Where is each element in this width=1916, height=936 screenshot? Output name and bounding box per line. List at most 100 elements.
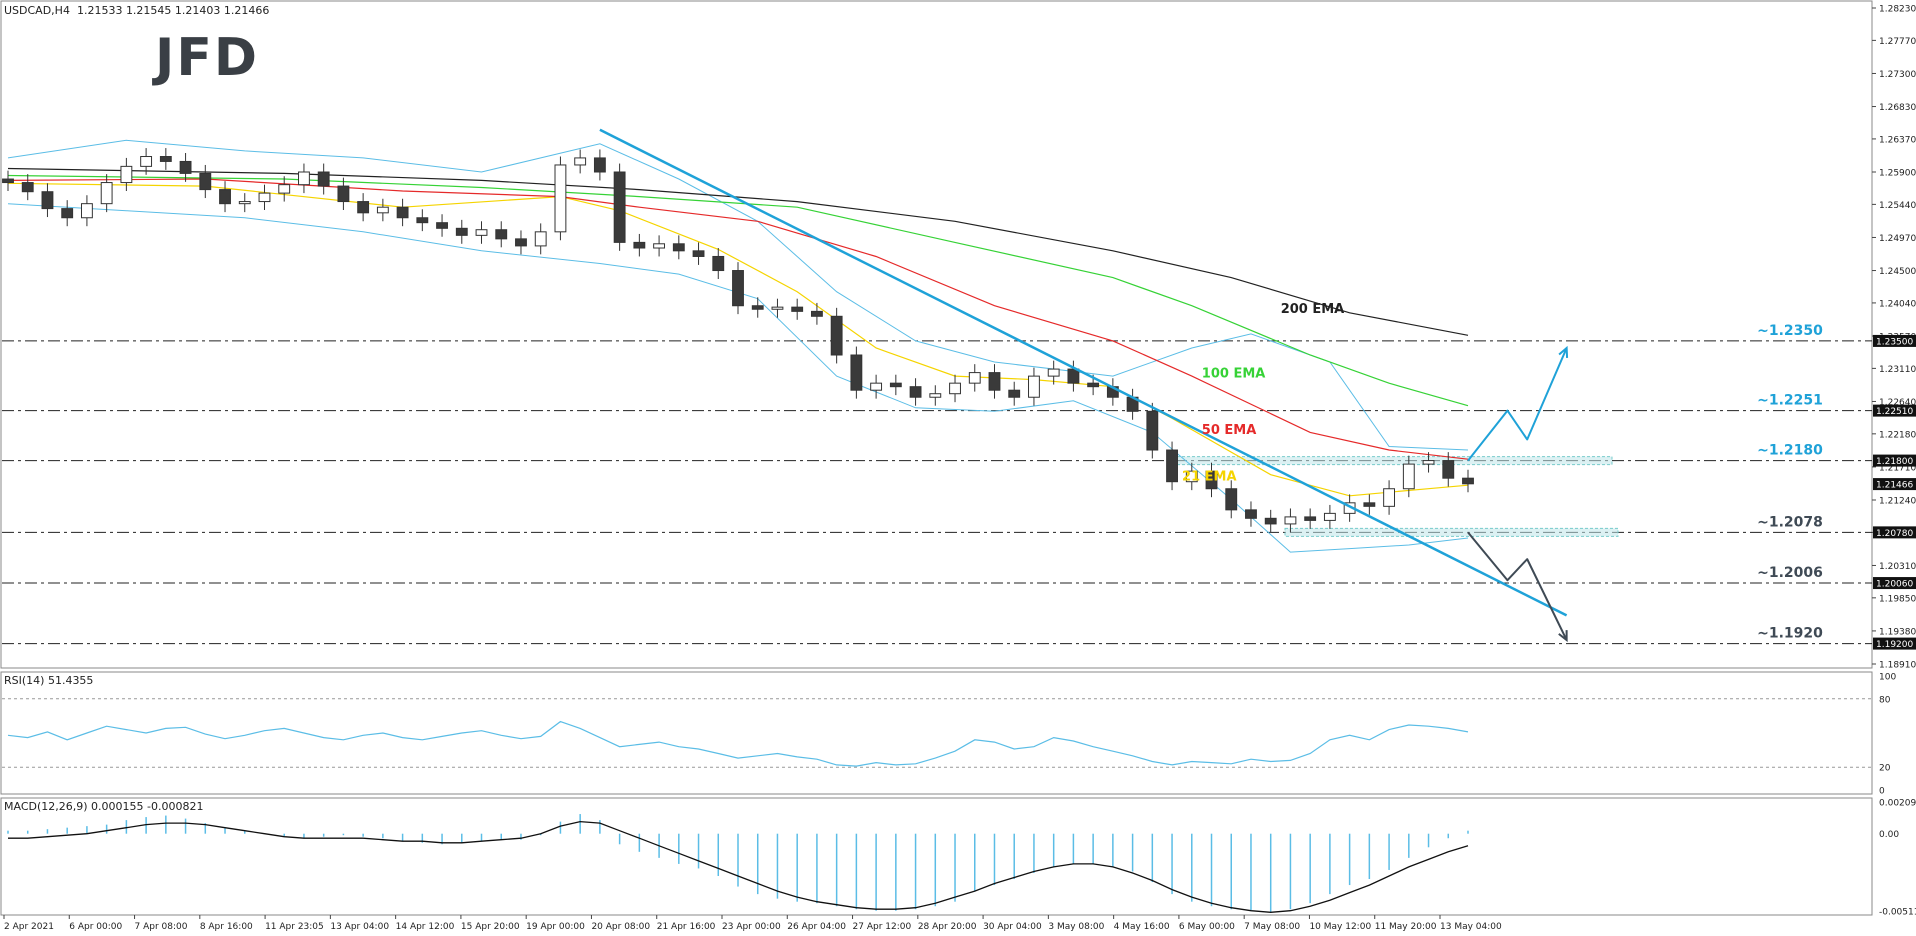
level-label: ~1.2180 — [1757, 443, 1823, 459]
rsi-label: RSI(14) 51.4355 — [4, 674, 94, 687]
ohlc-values: 1.21533 1.21545 1.21403 1.21466 — [76, 4, 270, 17]
x-tick-label: 26 Apr 04:00 — [787, 922, 846, 932]
rsi-line — [7, 720, 1469, 767]
x-tick-label: 13 Apr 04:00 — [330, 922, 389, 932]
price-zone — [1284, 527, 1619, 537]
symbol-header: USDCAD,H4 1.21533 1.21545 1.21403 1.2146… — [4, 4, 269, 17]
y-tick-label: 1.28230 — [1879, 5, 1916, 15]
rsi-pane-frame — [0, 671, 1873, 795]
candle-body — [653, 243, 666, 249]
x-tick-label: 11 Apr 23:05 — [265, 922, 324, 932]
candle-body — [2, 178, 14, 184]
candle-body — [61, 208, 74, 219]
level-label: ~1.2350 — [1757, 323, 1823, 339]
candle-body — [1047, 368, 1060, 377]
candle-body — [179, 160, 192, 174]
ema-line-200 — [7, 167, 1469, 336]
x-tick-label: 19 Apr 00:00 — [526, 922, 585, 932]
candle-body — [357, 201, 370, 214]
candle-body — [1146, 410, 1159, 451]
candle-body — [317, 171, 330, 187]
candle-body — [436, 222, 448, 229]
level-price-tag: 1.20780 — [1876, 529, 1913, 539]
x-tick-label: 30 Apr 04:00 — [983, 922, 1042, 932]
candle-body — [909, 386, 922, 398]
candle-body — [1402, 463, 1415, 490]
x-tick-label: 14 Apr 12:00 — [396, 922, 455, 932]
level-price-tag-bg — [1873, 454, 1916, 467]
x-tick-label: 2 Apr 2021 — [4, 922, 54, 932]
level-price-tag: 1.19200 — [1876, 640, 1913, 650]
x-tick-label: 6 Apr 00:00 — [69, 922, 122, 932]
current-price-tag-bg — [1873, 478, 1916, 491]
ema-label: 21 EMA — [1182, 469, 1237, 484]
level-label: ~1.1920 — [1757, 626, 1823, 642]
candle-body — [1284, 516, 1297, 525]
candle-body — [416, 217, 429, 224]
candle-body — [238, 201, 251, 205]
candle-body — [574, 157, 587, 166]
candle-body — [1087, 382, 1100, 388]
x-tick-label: 27 Apr 12:00 — [853, 922, 912, 932]
x-tick-label: 10 May 12:00 — [1309, 922, 1371, 932]
x-tick-label: 7 Apr 08:00 — [135, 922, 188, 932]
y-tick-label: 1.24040 — [1879, 299, 1916, 309]
x-tick-label: 4 May 16:00 — [1114, 922, 1170, 932]
ema-label: 50 EMA — [1202, 423, 1257, 438]
candle-body — [396, 206, 409, 219]
rsi-tick-label: 0 — [1879, 787, 1885, 797]
candle-body — [21, 182, 34, 193]
candle-body — [1264, 517, 1277, 525]
y-tick-label: 1.22640 — [1879, 398, 1916, 408]
level-price-tag: 1.20060 — [1876, 580, 1913, 590]
candle-body — [258, 192, 271, 203]
y-tick-label: 1.21710 — [1879, 463, 1916, 473]
x-tick-label: 21 Apr 16:00 — [657, 922, 716, 932]
candle-body — [1383, 488, 1396, 507]
symbol-label: USDCAD,H4 — [4, 4, 70, 17]
candle-body — [120, 165, 133, 184]
x-tick-label: 11 May 20:00 — [1375, 922, 1437, 932]
candle-body — [534, 231, 547, 247]
level-price-tag-bg — [1873, 404, 1916, 417]
level-price-tag-bg — [1873, 526, 1916, 539]
candle-body — [949, 382, 961, 395]
candle-body — [100, 182, 113, 205]
candle-body — [1166, 449, 1178, 483]
candle-body — [159, 156, 172, 162]
y-tick-label: 1.27300 — [1879, 70, 1916, 80]
candle-body — [80, 203, 93, 219]
level-label: ~1.2006 — [1757, 565, 1823, 581]
x-tick-label: 28 Apr 20:00 — [918, 922, 977, 932]
scenario-up-arrow-head — [1558, 345, 1569, 358]
candle-body — [1225, 488, 1238, 511]
scenario-down-arrow-head — [1558, 630, 1568, 643]
candle-body — [298, 171, 310, 186]
candle-body — [1028, 375, 1040, 398]
level-price-tag: 1.23500 — [1876, 337, 1913, 347]
y-tick-label: 1.18910 — [1879, 661, 1916, 671]
level-price-tag-bg — [1873, 577, 1916, 590]
bollinger-upper — [7, 139, 1469, 451]
candle-body — [515, 238, 527, 247]
candle-body — [850, 354, 863, 391]
y-tick-label: 1.26830 — [1879, 103, 1916, 113]
y-tick-label: 1.21240 — [1879, 497, 1916, 507]
x-tick-label: 3 May 08:00 — [1048, 922, 1104, 932]
candle-body — [791, 306, 804, 312]
candle-body — [633, 241, 646, 249]
ema-line-21 — [7, 182, 1469, 497]
candle-body — [554, 164, 567, 233]
y-tick-label: 1.19380 — [1879, 627, 1916, 637]
x-tick-label: 6 May 00:00 — [1179, 922, 1235, 932]
main-pane-frame — [0, 0, 1873, 669]
candle-body — [732, 270, 744, 307]
candle-body — [968, 372, 981, 384]
y-tick-label: 1.27770 — [1879, 37, 1916, 47]
candle-body — [495, 229, 508, 240]
candle-body — [870, 382, 883, 391]
candle-body — [278, 184, 291, 194]
jfd-logo: JFD — [155, 28, 260, 88]
trendline — [599, 128, 1568, 617]
